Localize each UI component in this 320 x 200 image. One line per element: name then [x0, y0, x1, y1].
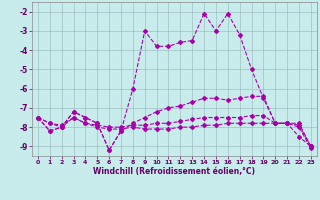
X-axis label: Windchill (Refroidissement éolien,°C): Windchill (Refroidissement éolien,°C): [93, 167, 255, 176]
